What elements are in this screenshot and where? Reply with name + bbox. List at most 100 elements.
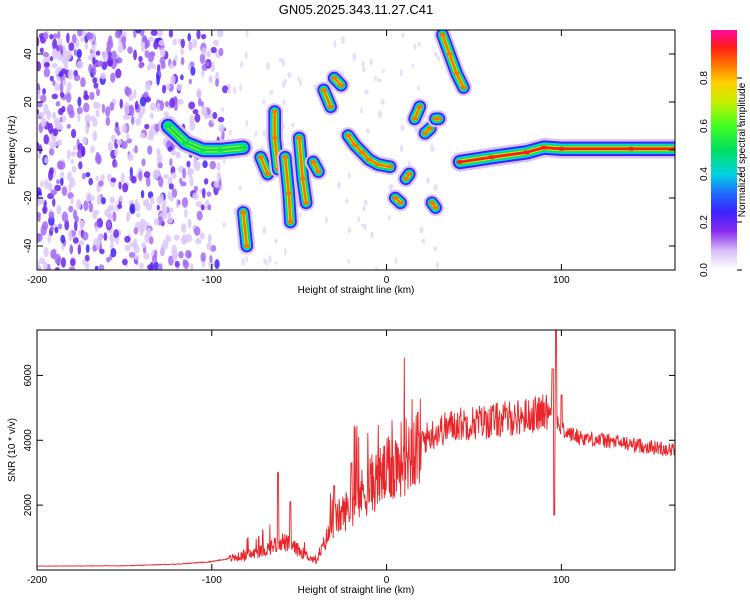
noise-blob (128, 94, 134, 102)
noise-speck (416, 86, 421, 91)
noise-speck (238, 185, 242, 191)
noise-blob (102, 51, 109, 62)
noise-blob (128, 251, 136, 259)
noise-blob (134, 145, 138, 154)
noise-blob (77, 96, 82, 107)
noise-blob (118, 195, 123, 203)
noise-speck (433, 246, 438, 251)
noise-blob (98, 180, 104, 187)
noise-speck (281, 58, 286, 67)
track-peak (239, 145, 247, 150)
noise-blob (212, 39, 219, 47)
noise-blob (121, 172, 125, 184)
noise-blob (139, 96, 147, 107)
noise-blob (48, 148, 55, 156)
noise-blob (212, 111, 218, 120)
noise-blob (67, 69, 73, 80)
snr-frame (36, 329, 676, 571)
noise-blob (156, 153, 163, 165)
noise-blob (180, 38, 185, 49)
track-peak (427, 126, 434, 131)
noise-blob (207, 233, 212, 244)
noise-blob (90, 145, 96, 154)
noise-blob (213, 180, 220, 188)
noise-blob (52, 80, 56, 86)
noise-blob (60, 257, 66, 268)
noise-blob (54, 184, 61, 192)
noise-blob (115, 122, 119, 128)
noise-speck (347, 259, 350, 264)
noise-speck (211, 118, 215, 124)
noise-blob (37, 232, 41, 244)
noise-speck (229, 129, 232, 137)
noise-speck (407, 160, 411, 167)
noise-speck (419, 226, 424, 234)
noise-blob (184, 208, 188, 219)
noise-blob (95, 175, 99, 181)
noise-blob (84, 114, 92, 124)
noise-blob (137, 226, 143, 232)
noise-blob (167, 211, 172, 218)
noise-blob (37, 152, 41, 159)
noise-blob (82, 231, 89, 241)
noise-speck (269, 89, 274, 95)
noise-blob (116, 130, 121, 136)
noise-blob (52, 128, 59, 137)
track-track-n (423, 194, 444, 216)
noise-speck (283, 247, 287, 256)
noise-blob (85, 123, 89, 135)
noise-blob (42, 206, 47, 215)
noise-blob (70, 258, 76, 267)
noise-blob (201, 47, 207, 56)
noise-blob (118, 181, 122, 190)
noise-blob (174, 55, 178, 61)
noise-blob (61, 186, 68, 197)
noise-speck (299, 212, 302, 219)
noise-blob (168, 255, 174, 266)
noise-blob (180, 235, 188, 245)
noise-blob (122, 182, 129, 193)
track-peak (365, 157, 373, 162)
noise-blob (206, 242, 212, 251)
noise-blob (76, 199, 82, 210)
track-peak (271, 136, 278, 140)
noise-blob (139, 218, 147, 228)
noise-blob (171, 172, 177, 180)
noise-speck (262, 130, 267, 137)
track-peak (421, 131, 429, 135)
noise-blob (54, 69, 60, 75)
noise-blob (149, 51, 156, 58)
noise-blob (56, 179, 61, 185)
noise-blob (111, 50, 117, 60)
noise-speck (347, 172, 351, 179)
noise-speck (411, 63, 415, 68)
noise-blob (135, 117, 142, 126)
colorbar-tick-label: 0.2 (699, 215, 710, 229)
noise-blob (101, 61, 108, 71)
noise-blob (89, 91, 95, 101)
noise-blob (60, 177, 64, 186)
track-peak (446, 52, 453, 56)
noise-blob (189, 120, 196, 131)
noise-blob (37, 101, 43, 108)
noise-blob (190, 66, 196, 76)
noise-blob (42, 51, 50, 58)
track-peak (487, 155, 496, 160)
noise-blob (187, 33, 192, 42)
noise-blob (100, 197, 106, 205)
noise-blob (168, 207, 174, 213)
noise-blob (157, 263, 163, 270)
noise-blob (92, 118, 98, 127)
figure-title: GN05.2025.343.11.27.C41 (279, 2, 433, 17)
track-peak (374, 162, 381, 167)
noise-blob (194, 113, 201, 123)
noise-blob (175, 151, 181, 159)
noise-blob (121, 124, 128, 134)
track-main-carrier (450, 138, 675, 172)
spectrogram-x-tick-label: -100 (202, 275, 222, 286)
noise-speck (361, 60, 365, 68)
noise-blob (54, 226, 59, 234)
noise-blob (71, 33, 77, 44)
noise-blob (192, 38, 198, 48)
noise-blob (96, 194, 102, 206)
